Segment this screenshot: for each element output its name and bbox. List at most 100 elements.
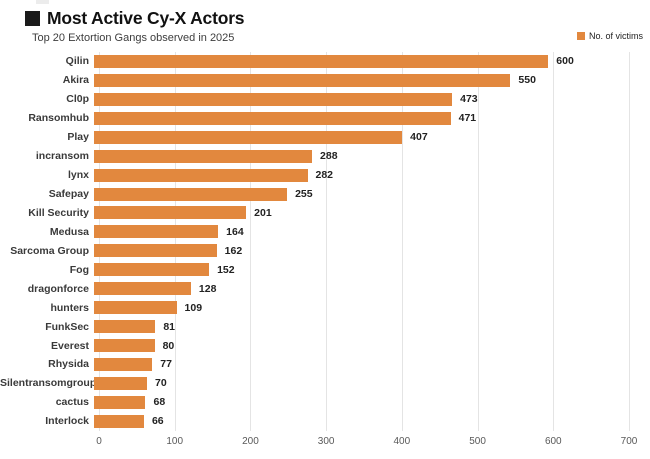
category-label: Silentransomgroup — [0, 377, 97, 390]
category-label: cactus — [55, 396, 89, 409]
category-label: hunters — [50, 301, 89, 314]
bar-row: Sarcoma Group 162 — [0, 241, 650, 260]
bar-row: Rhysida 77 — [0, 355, 650, 374]
bar-track: 70 — [94, 376, 624, 390]
gridline — [553, 52, 555, 431]
gridline — [250, 52, 252, 431]
category-label: Interlock — [45, 415, 89, 428]
bar — [94, 301, 177, 315]
bar-track: 162 — [94, 244, 624, 258]
bar-row: Play 407 — [0, 128, 650, 147]
category-label: Medusa — [49, 225, 89, 238]
bar-track: 109 — [94, 301, 624, 315]
bar-track: 66 — [94, 414, 624, 428]
value-label: 68 — [153, 396, 166, 409]
value-label: 201 — [254, 206, 272, 219]
plot-area — [99, 52, 630, 431]
bar — [94, 92, 453, 106]
category-label: FunkSec — [45, 320, 89, 333]
bar-row: FunkSec 81 — [0, 317, 650, 336]
category-label: Akira — [62, 74, 89, 87]
bar — [94, 357, 153, 371]
bar-row: Safepay 255 — [0, 185, 650, 204]
value-label: 473 — [460, 93, 478, 106]
bar-track: 282 — [94, 168, 624, 182]
x-tick-label: 700 — [620, 436, 638, 447]
value-label: 109 — [184, 301, 203, 314]
gridline — [477, 52, 479, 431]
bar — [94, 376, 147, 390]
category-label: dragonforce — [27, 282, 89, 295]
category-label: Safepay — [48, 188, 89, 201]
bar-track: 128 — [94, 282, 624, 296]
bar-track: 68 — [94, 395, 624, 409]
value-label: 164 — [226, 225, 244, 238]
value-label: 550 — [518, 74, 536, 87]
bar-track: 77 — [94, 357, 624, 371]
category-label: Kill Security — [28, 206, 89, 219]
bar-row: Cl0p 473 — [0, 90, 650, 109]
bar-row: dragonforce 128 — [0, 279, 650, 298]
value-label: 255 — [295, 188, 313, 201]
bar-track: 81 — [94, 320, 624, 334]
bar — [94, 149, 313, 163]
value-label: 77 — [160, 358, 172, 371]
category-label: Everest — [51, 339, 89, 352]
screen-artifact — [36, 0, 49, 4]
bar-row: Fog 152 — [0, 260, 650, 279]
category-label: Cl0p — [66, 93, 89, 106]
category-label: Sarcoma Group — [10, 244, 89, 257]
bar — [94, 282, 191, 296]
bar-rows: Qilin 600 Akira 550 Cl0p 473 Ransomhub 4… — [0, 52, 650, 431]
bar — [94, 206, 247, 220]
bar-row: lynx 282 — [0, 166, 650, 185]
bar — [94, 414, 144, 428]
value-label: 70 — [155, 377, 167, 390]
bar-row: hunters 109 — [0, 298, 650, 317]
bar-track: 407 — [94, 130, 624, 144]
x-axis: 0 100 200 300 400 500 600 700 — [96, 434, 637, 450]
x-tick-label: 600 — [544, 436, 562, 447]
bar-track: 288 — [94, 149, 624, 163]
value-label: 66 — [151, 415, 164, 428]
bar — [94, 339, 155, 353]
legend-label: No. of victims — [588, 31, 643, 41]
bar — [94, 225, 219, 239]
bar-row: Everest 80 — [0, 336, 650, 355]
category-label: Qilin — [65, 55, 89, 68]
bar-track: 80 — [94, 339, 624, 353]
gridline — [401, 52, 403, 431]
legend: No. of victims — [576, 31, 643, 41]
bar — [94, 73, 511, 87]
bar-row: Medusa 164 — [0, 222, 650, 241]
x-tick-label: 200 — [242, 436, 259, 447]
x-tick-label: 400 — [393, 436, 411, 447]
gridline — [174, 52, 176, 431]
category-label: incransom — [35, 150, 89, 163]
x-tick-label: 500 — [469, 436, 486, 447]
x-tick-label: 0 — [96, 436, 102, 447]
bar-row: cactus 68 — [0, 393, 650, 412]
value-label: 152 — [217, 263, 235, 276]
value-label: 282 — [315, 169, 334, 182]
chart-header: Most Active Cy-X Actors Top 20 Extortion… — [25, 8, 245, 44]
title-bullet-square-icon — [25, 11, 40, 27]
bar — [94, 187, 288, 201]
bar-track: 471 — [94, 111, 624, 125]
value-label: 128 — [198, 282, 217, 295]
category-label: Play — [67, 131, 89, 144]
category-label: Ransomhub — [28, 112, 89, 125]
bar — [94, 111, 451, 125]
value-label: 600 — [556, 55, 574, 68]
bar-row: Silentransomgroup 70 — [0, 374, 650, 393]
bar-row: Kill Security 201 — [0, 204, 650, 223]
value-label: 471 — [458, 112, 477, 125]
value-label: 407 — [410, 131, 428, 144]
x-tick-label: 100 — [166, 436, 184, 447]
bar-track: 550 — [94, 73, 624, 87]
bar — [94, 263, 210, 277]
bar — [94, 244, 217, 258]
bar-row: Akira 550 — [0, 71, 650, 90]
bar — [94, 395, 146, 409]
chart-title: Most Active Cy-X Actors — [47, 8, 245, 28]
